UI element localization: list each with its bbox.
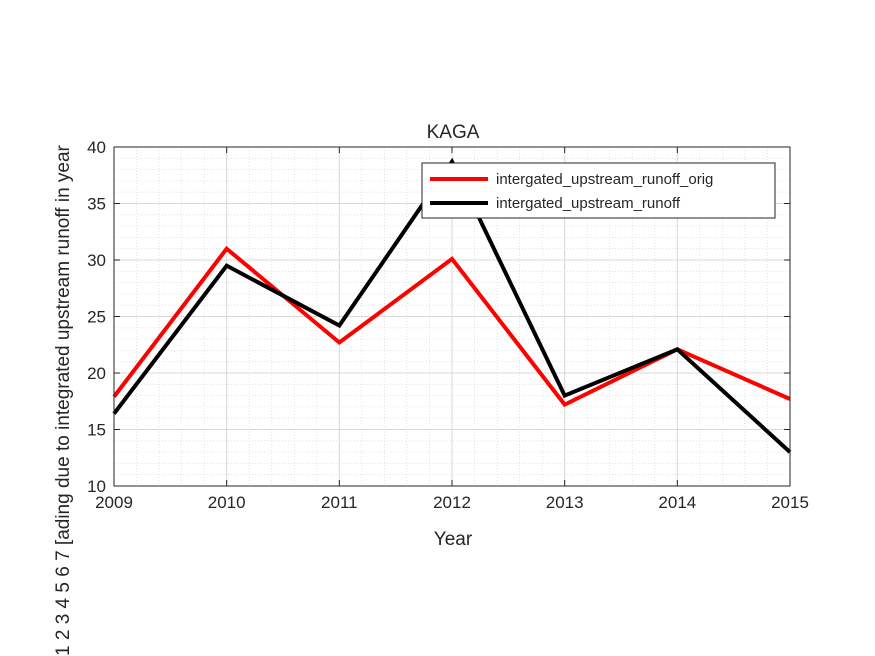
- y-axis-label: 1 2 3 4 5 6 7 [ading due to integrated u…: [53, 144, 74, 656]
- y-tick-label: 25: [87, 308, 106, 327]
- legend-label-1: intergated_upstream_runoff_orig: [496, 171, 713, 188]
- x-axis-ticks: 2009 2010 2011 2012 2013 2014 2015: [95, 147, 809, 512]
- y-tick-label: 40: [87, 138, 106, 157]
- y-tick-label: 20: [87, 364, 106, 383]
- x-axis-label: Year: [434, 529, 473, 550]
- y-axis-ticks: 10 15 20 25 30 35 40: [87, 138, 790, 496]
- x-tick-label: 2013: [546, 493, 584, 512]
- x-tick-label: 2010: [208, 493, 246, 512]
- series-layer: [112, 157, 792, 454]
- legend: intergated_upstream_runoff_orig intergate…: [421, 162, 776, 219]
- x-tick-label: 2014: [658, 493, 696, 512]
- y-tick-label: 15: [87, 421, 106, 440]
- x-tick-label: 2015: [771, 493, 809, 512]
- x-tick-label: 2011: [321, 493, 358, 512]
- x-tick-label: 2009: [95, 493, 133, 512]
- x-tick-label: 2012: [433, 493, 471, 512]
- y-tick-label: 35: [87, 195, 106, 214]
- y-tick-label: 30: [87, 251, 106, 270]
- series-line-2: [112, 157, 792, 454]
- chart-title: KAGA: [427, 122, 480, 143]
- legend-box: [421, 162, 776, 219]
- y-tick-label: 10: [87, 477, 106, 496]
- legend-label-2: intergated_upstream_runoff: [496, 195, 681, 212]
